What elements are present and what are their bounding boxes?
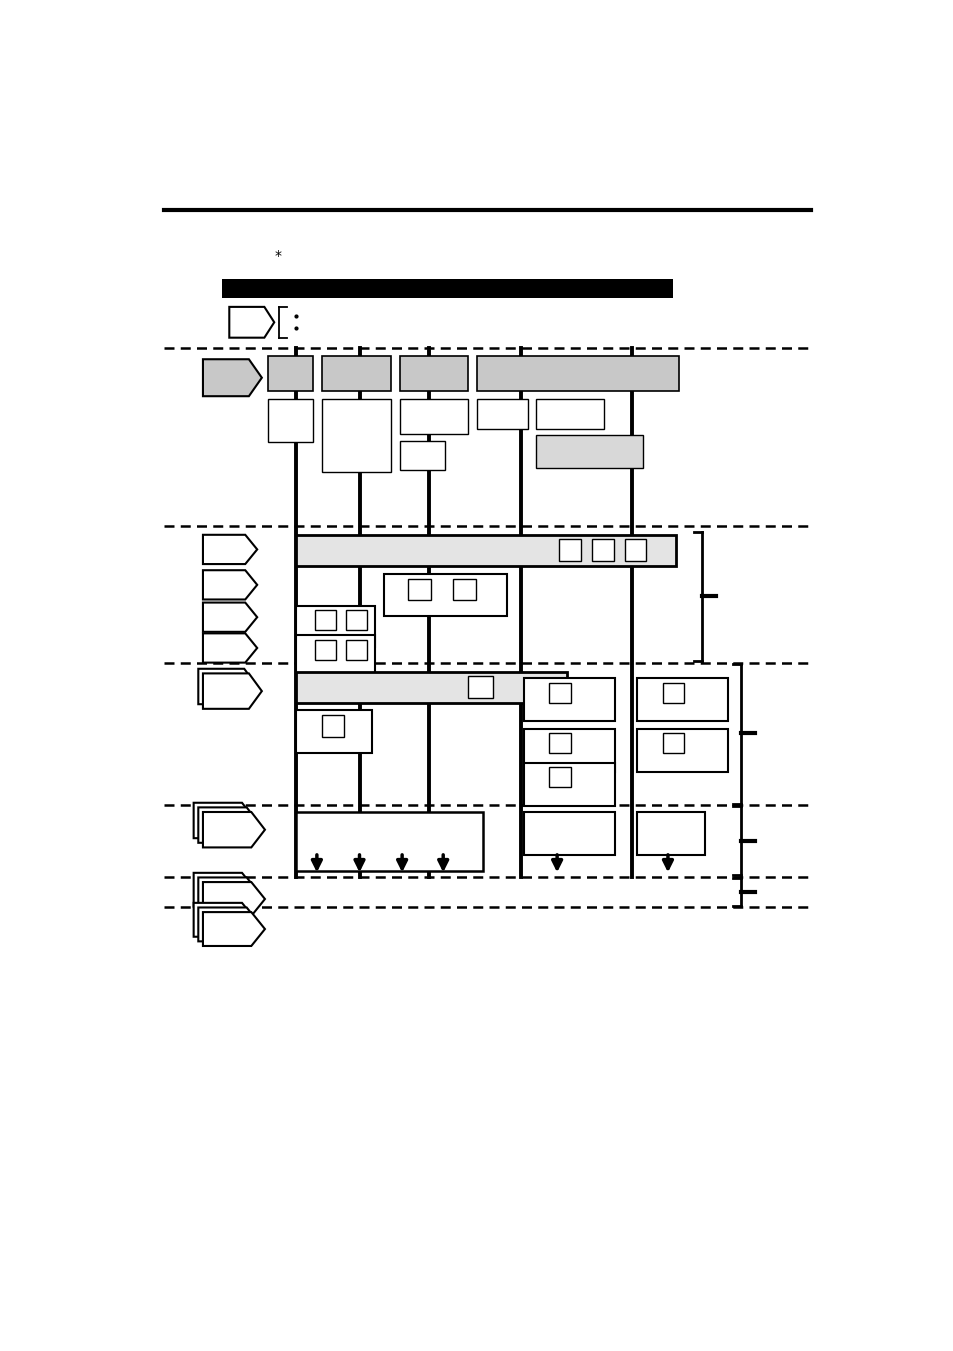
- Polygon shape: [203, 359, 261, 396]
- Polygon shape: [193, 802, 255, 838]
- Bar: [523, 812, 615, 855]
- Bar: [322, 357, 390, 390]
- Bar: [592, 539, 613, 561]
- Polygon shape: [198, 908, 260, 942]
- Bar: [399, 440, 444, 470]
- Bar: [399, 357, 468, 390]
- Bar: [637, 678, 728, 721]
- Bar: [452, 578, 476, 600]
- Bar: [295, 711, 372, 754]
- Bar: [476, 357, 679, 390]
- Bar: [322, 400, 390, 473]
- Bar: [523, 763, 615, 805]
- Bar: [549, 734, 571, 754]
- Polygon shape: [203, 882, 265, 916]
- Polygon shape: [203, 912, 265, 946]
- Bar: [624, 539, 645, 561]
- Bar: [322, 715, 344, 736]
- Bar: [295, 671, 567, 703]
- Bar: [268, 357, 313, 390]
- Polygon shape: [203, 535, 257, 565]
- Bar: [558, 539, 580, 561]
- Bar: [523, 728, 615, 771]
- Bar: [549, 682, 571, 703]
- Bar: [345, 639, 367, 659]
- Bar: [536, 400, 604, 428]
- Bar: [536, 435, 642, 467]
- Polygon shape: [198, 808, 260, 843]
- Polygon shape: [193, 873, 255, 907]
- Polygon shape: [193, 902, 255, 936]
- Polygon shape: [203, 673, 261, 709]
- Bar: [295, 605, 375, 647]
- Bar: [399, 400, 468, 434]
- Bar: [637, 728, 728, 771]
- Polygon shape: [229, 307, 274, 338]
- Bar: [384, 574, 506, 616]
- Bar: [407, 578, 431, 600]
- Bar: [314, 611, 335, 631]
- Bar: [549, 767, 571, 788]
- Bar: [661, 734, 683, 754]
- Bar: [476, 400, 527, 428]
- Polygon shape: [203, 570, 257, 600]
- Polygon shape: [203, 812, 265, 847]
- Bar: [345, 611, 367, 631]
- Bar: [221, 280, 672, 299]
- Polygon shape: [203, 603, 257, 632]
- Bar: [295, 635, 375, 677]
- Bar: [295, 812, 483, 870]
- Bar: [523, 678, 615, 721]
- Polygon shape: [203, 634, 257, 662]
- Bar: [268, 400, 313, 442]
- Bar: [661, 682, 683, 703]
- Bar: [637, 812, 704, 855]
- Bar: [468, 677, 493, 698]
- Bar: [295, 535, 675, 566]
- Polygon shape: [198, 669, 257, 704]
- Text: *: *: [274, 249, 281, 263]
- Polygon shape: [198, 877, 260, 912]
- Bar: [314, 639, 335, 659]
